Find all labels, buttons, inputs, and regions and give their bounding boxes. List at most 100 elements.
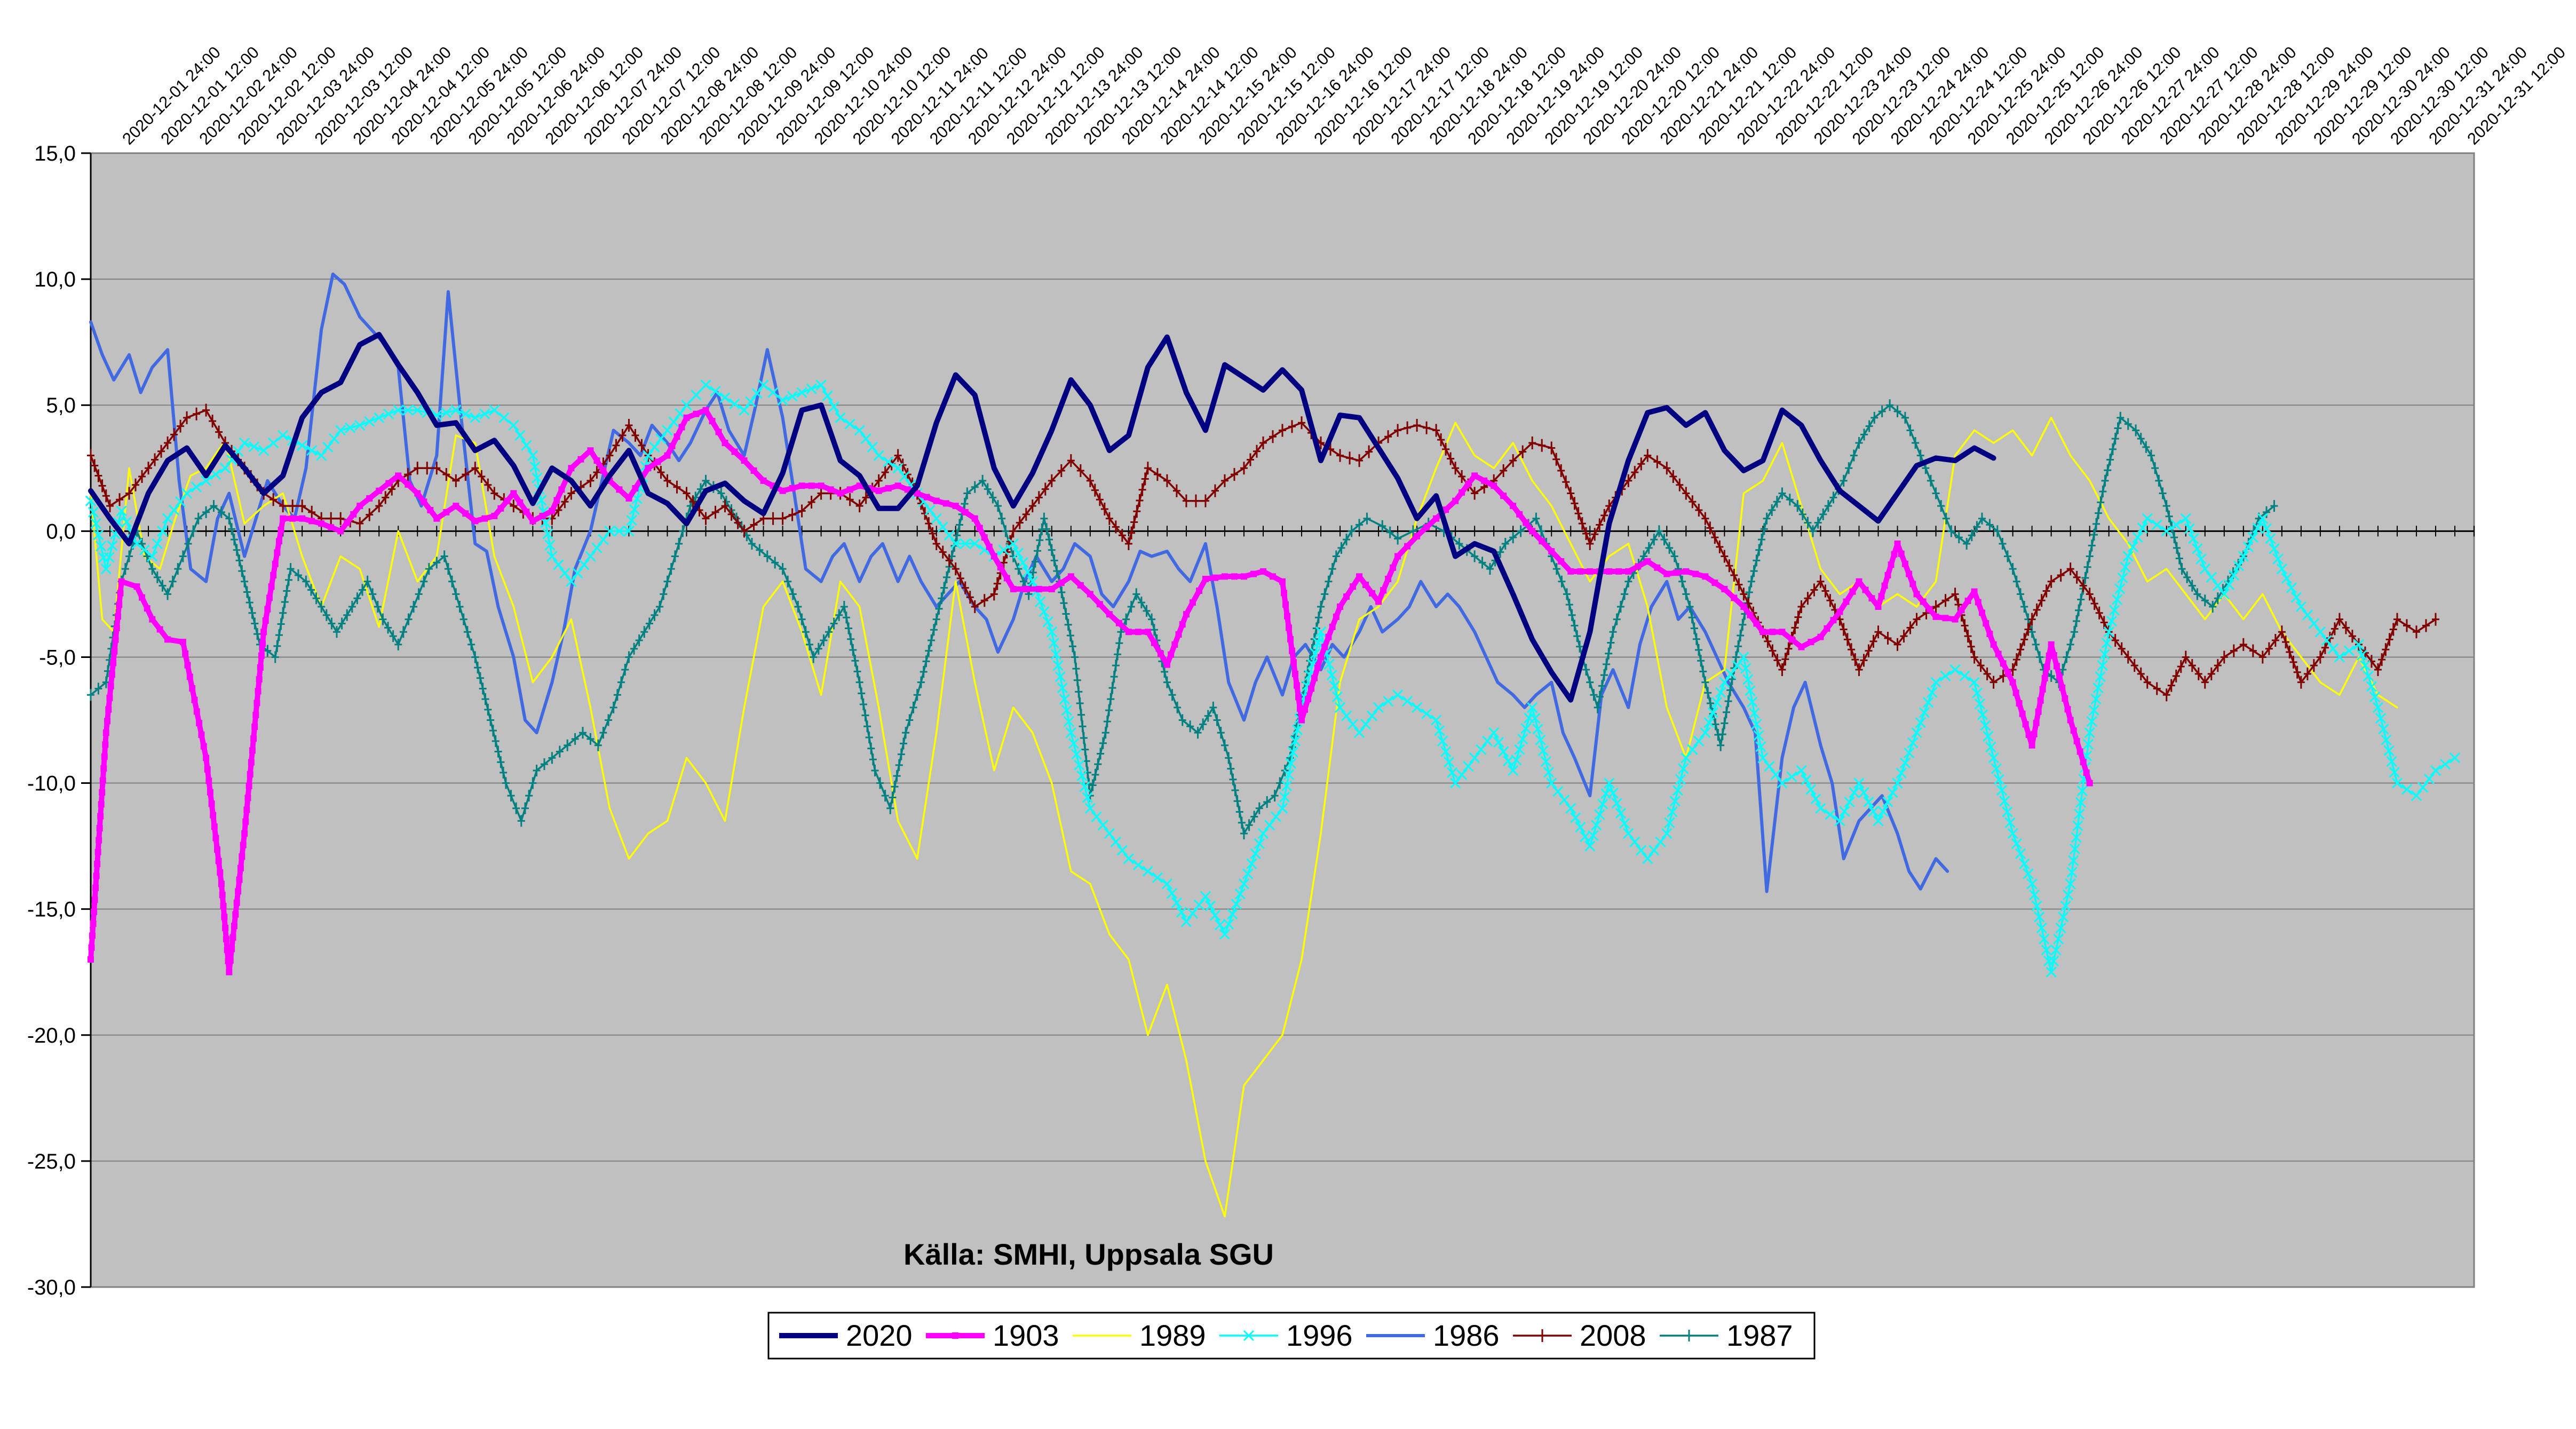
data-point-marker [564, 739, 572, 751]
data-point-marker [1825, 809, 1836, 820]
data-point-marker [2114, 583, 2126, 594]
data-point-marker [1452, 462, 1460, 475]
data-point-marker [151, 453, 159, 466]
data-point-marker [241, 830, 248, 837]
data-point-marker [2170, 531, 2178, 544]
data-point-marker [1971, 588, 1978, 595]
data-point-marker [1913, 591, 1920, 598]
data-point-marker [225, 512, 233, 525]
data-point-marker [1645, 542, 1653, 554]
data-point-marker [1629, 836, 1640, 847]
data-point-marker [1607, 637, 1615, 649]
data-point-marker [1899, 757, 1911, 768]
data-point-marker [892, 463, 903, 474]
data-point-marker [1834, 815, 1845, 827]
data-point-marker [1927, 687, 1938, 698]
data-point-marker [1676, 478, 1684, 491]
data-point-marker [540, 517, 551, 528]
data-point-marker [1538, 439, 1546, 452]
data-point-marker [521, 802, 529, 814]
data-point-marker [1053, 565, 1061, 577]
data-point-marker [1796, 765, 1807, 776]
data-point-marker [846, 486, 853, 493]
data-point-marker [1067, 454, 1075, 467]
data-point-marker [2106, 454, 2114, 466]
data-point-marker [546, 551, 558, 562]
data-point-marker [1848, 643, 1856, 656]
data-point-marker [1666, 542, 1674, 554]
data-point-marker [981, 534, 988, 541]
data-point-marker [298, 499, 306, 513]
data-point-marker [1624, 575, 1632, 588]
data-point-marker [359, 584, 367, 596]
data-point-marker [2369, 692, 2380, 703]
data-point-marker [504, 497, 511, 504]
data-point-marker [131, 538, 142, 550]
data-point-marker [2046, 652, 2052, 659]
data-point-marker [2261, 523, 2272, 534]
data-point-marker [2188, 533, 2199, 544]
data-point-marker [345, 422, 356, 433]
data-point-marker [1843, 633, 1851, 646]
data-point-marker [2173, 542, 2181, 554]
data-point-marker [322, 441, 334, 452]
data-point-marker [1204, 900, 1216, 911]
data-point-marker [593, 457, 600, 464]
data-point-marker [940, 582, 948, 594]
data-point-marker [1089, 779, 1097, 791]
data-point-marker [479, 408, 490, 419]
data-point-marker [2212, 580, 2223, 591]
data-point-marker [1747, 696, 1758, 708]
data-point-marker [1080, 732, 1088, 744]
data-point-marker [203, 755, 210, 761]
data-point-marker [842, 612, 850, 624]
data-point-marker [1906, 424, 1914, 436]
data-point-marker [1291, 724, 1303, 735]
data-point-marker [1693, 735, 1705, 747]
data-point-marker [1317, 601, 1325, 613]
data-point-marker [1346, 451, 1354, 465]
data-point-marker [1433, 515, 1440, 522]
data-point-marker [1963, 537, 1971, 550]
data-point-marker [2130, 659, 2138, 672]
data-point-marker [1281, 590, 1288, 597]
data-point-marker [1043, 523, 1051, 535]
data-point-marker [1906, 570, 1913, 577]
data-point-marker [100, 563, 112, 575]
data-point-marker [1227, 909, 1238, 920]
data-point-marker [794, 601, 802, 613]
data-point-marker [1932, 600, 1940, 613]
data-point-marker [1814, 517, 1822, 529]
data-point-marker [2090, 694, 2102, 705]
data-point-marker [1116, 845, 1128, 856]
data-point-marker [2028, 626, 2036, 638]
data-point-marker [184, 662, 191, 669]
data-point-marker [1431, 714, 1442, 726]
data-point-marker [1187, 908, 1198, 919]
data-point-marker [1305, 696, 1312, 703]
data-point-marker [1978, 512, 1986, 525]
data-point-marker [337, 512, 345, 525]
data-point-marker [88, 956, 94, 963]
data-point-marker [938, 592, 946, 605]
data-point-marker [702, 512, 710, 525]
data-point-marker [1711, 697, 1723, 708]
data-point-marker [1565, 803, 1576, 814]
data-point-marker [2155, 474, 2163, 487]
data-point-marker [1635, 563, 1642, 570]
data-point-marker [1826, 594, 1834, 607]
data-point-marker [2101, 474, 2109, 487]
data-point-marker [1655, 525, 1663, 537]
data-point-marker [1588, 830, 1599, 841]
data-point-marker [369, 588, 377, 600]
data-point-marker [567, 487, 575, 500]
data-point-marker [235, 888, 242, 895]
data-point-marker [1672, 784, 1683, 796]
data-point-marker [788, 508, 796, 521]
data-point-marker [2137, 522, 2148, 534]
data-point-marker [711, 505, 719, 519]
data-point-marker [96, 541, 107, 552]
data-point-marker [2281, 573, 2292, 584]
data-point-marker [116, 601, 123, 608]
data-point-marker [855, 676, 863, 688]
